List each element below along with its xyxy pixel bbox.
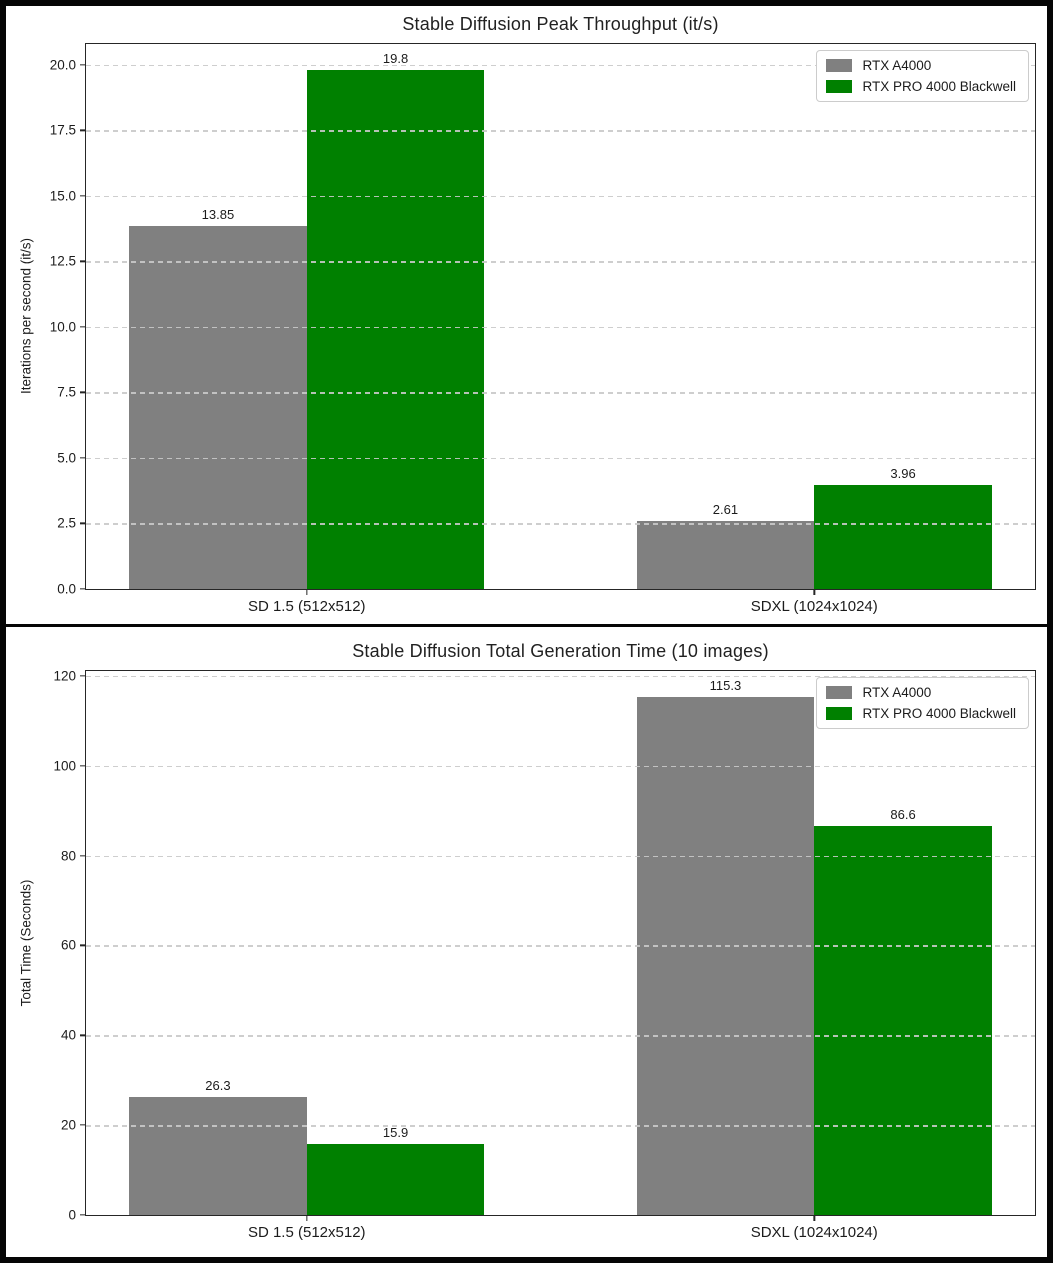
y-tick-label: 12.5 <box>49 253 76 269</box>
bar-value-label: 19.8 <box>382 50 409 66</box>
gridline <box>86 1035 1035 1037</box>
gridline <box>86 675 1035 678</box>
x-tick-mark <box>813 589 815 595</box>
gridline <box>86 326 1035 329</box>
gridline <box>86 392 1035 394</box>
x-tick-mark <box>306 589 308 595</box>
y-tick-label: 20.0 <box>49 57 76 73</box>
figure-divider <box>0 624 1053 627</box>
legend: RTX A4000 RTX PRO 4000 Blackwell <box>816 677 1029 729</box>
bar-value-label: 3.96 <box>890 466 916 482</box>
bar <box>636 697 815 1215</box>
y-tick-label: 60 <box>60 937 76 953</box>
legend-swatch <box>826 707 853 720</box>
x-tick-label: SDXL (1024x1024) <box>750 598 878 615</box>
y-tick-label: 80 <box>60 848 76 864</box>
y-tick-mark <box>80 854 86 857</box>
gridline <box>86 130 1035 132</box>
legend-label: RTX PRO 4000 Blackwell <box>862 706 1016 721</box>
bar-value-label: 86.6 <box>890 806 916 822</box>
y-tick-label: 100 <box>53 758 76 774</box>
axes: RTX A4000 RTX PRO 4000 Blackwell 0 20 40 60 8… <box>53 668 1036 1241</box>
legend-label: RTX A4000 <box>862 685 932 700</box>
bar <box>814 485 992 589</box>
bar-value-label: 15.9 <box>382 1124 409 1140</box>
x-tick-label: SD 1.5 (512x512) <box>247 1224 366 1241</box>
y-tick-mark <box>80 326 86 328</box>
y-tick-label: 0.0 <box>57 581 76 597</box>
y-tick-mark <box>80 260 86 262</box>
x-tick-label: SDXL (1024x1024) <box>750 1224 878 1241</box>
legend-swatch <box>826 59 853 72</box>
y-tick-mark <box>80 675 86 677</box>
y-tick-mark <box>80 588 86 590</box>
y-tick-label: 7.5 <box>57 384 76 400</box>
y-tick-mark <box>80 391 86 394</box>
x-tick-mark <box>813 1215 815 1221</box>
bar-value-label: 26.3 <box>205 1077 231 1093</box>
y-tick-label: 120 <box>53 668 76 684</box>
y-tick-mark <box>80 1124 86 1126</box>
legend-label: RTX A4000 <box>862 58 932 73</box>
legend-swatch <box>826 80 853 93</box>
y-axis-label: Total Time (Seconds) <box>18 879 34 1007</box>
y-tick-mark <box>80 195 86 197</box>
y-tick-label: 5.0 <box>57 450 76 466</box>
axes: RTX A4000 RTX PRO 4000 Blackwell 0.0 2.5 5.… <box>50 43 1036 615</box>
bar <box>814 825 992 1215</box>
gridline <box>86 1125 1035 1127</box>
chart-peak-throughput: Stable Diffusion Peak Throughput (it/s) … <box>0 0 1053 627</box>
y-tick-mark <box>80 129 86 131</box>
chart-title: Stable Diffusion Total Generation Time (… <box>352 641 769 661</box>
gridline <box>86 195 1035 198</box>
y-tick-mark <box>80 522 86 525</box>
bar <box>306 1143 485 1215</box>
y-tick-mark <box>80 1214 86 1216</box>
gridline <box>86 765 1035 768</box>
bar-value-label: 115.3 <box>709 678 742 694</box>
y-tick-mark <box>80 765 86 767</box>
gridline <box>86 523 1035 525</box>
bar <box>129 225 307 589</box>
gridline <box>86 855 1035 858</box>
gridline <box>86 945 1035 947</box>
y-tick-label: 20 <box>60 1117 76 1133</box>
bar <box>129 1096 307 1215</box>
y-tick-label: 0 <box>68 1207 76 1223</box>
y-axis-label: Iterations per second (it/s) <box>18 237 34 395</box>
chart-title: Stable Diffusion Peak Throughput (it/s) <box>402 14 719 34</box>
y-tick-label: 10.0 <box>49 319 76 335</box>
y-tick-label: 2.5 <box>57 515 76 531</box>
gridline <box>86 64 1035 67</box>
y-tick-label: 40 <box>60 1027 76 1043</box>
y-tick-mark <box>80 64 86 66</box>
legend-item: RTX A4000 <box>826 58 1016 73</box>
bar <box>306 69 485 589</box>
x-tick-mark <box>306 1215 308 1221</box>
legend-swatch <box>826 686 853 699</box>
legend-item: RTX A4000 <box>826 685 1016 700</box>
gridline <box>86 457 1035 460</box>
legend: RTX A4000 RTX PRO 4000 Blackwell <box>816 50 1029 102</box>
y-tick-mark <box>80 944 86 947</box>
y-tick-mark <box>80 1034 86 1036</box>
y-tick-mark <box>80 457 86 459</box>
y-tick-label: 17.5 <box>49 122 76 138</box>
y-tick-label: 15.0 <box>49 188 76 204</box>
bar <box>636 520 815 589</box>
chart-total-generation-time: Stable Diffusion Total Generation Time (… <box>0 627 1053 1263</box>
legend-item: RTX PRO 4000 Blackwell <box>826 79 1016 94</box>
gridline <box>86 261 1035 263</box>
x-tick-label: SD 1.5 (512x512) <box>247 598 366 615</box>
bar-value-label: 2.61 <box>712 501 739 517</box>
legend-label: RTX PRO 4000 Blackwell <box>862 79 1016 94</box>
bar-value-label: 13.85 <box>201 206 235 222</box>
legend-item: RTX PRO 4000 Blackwell <box>826 706 1016 721</box>
